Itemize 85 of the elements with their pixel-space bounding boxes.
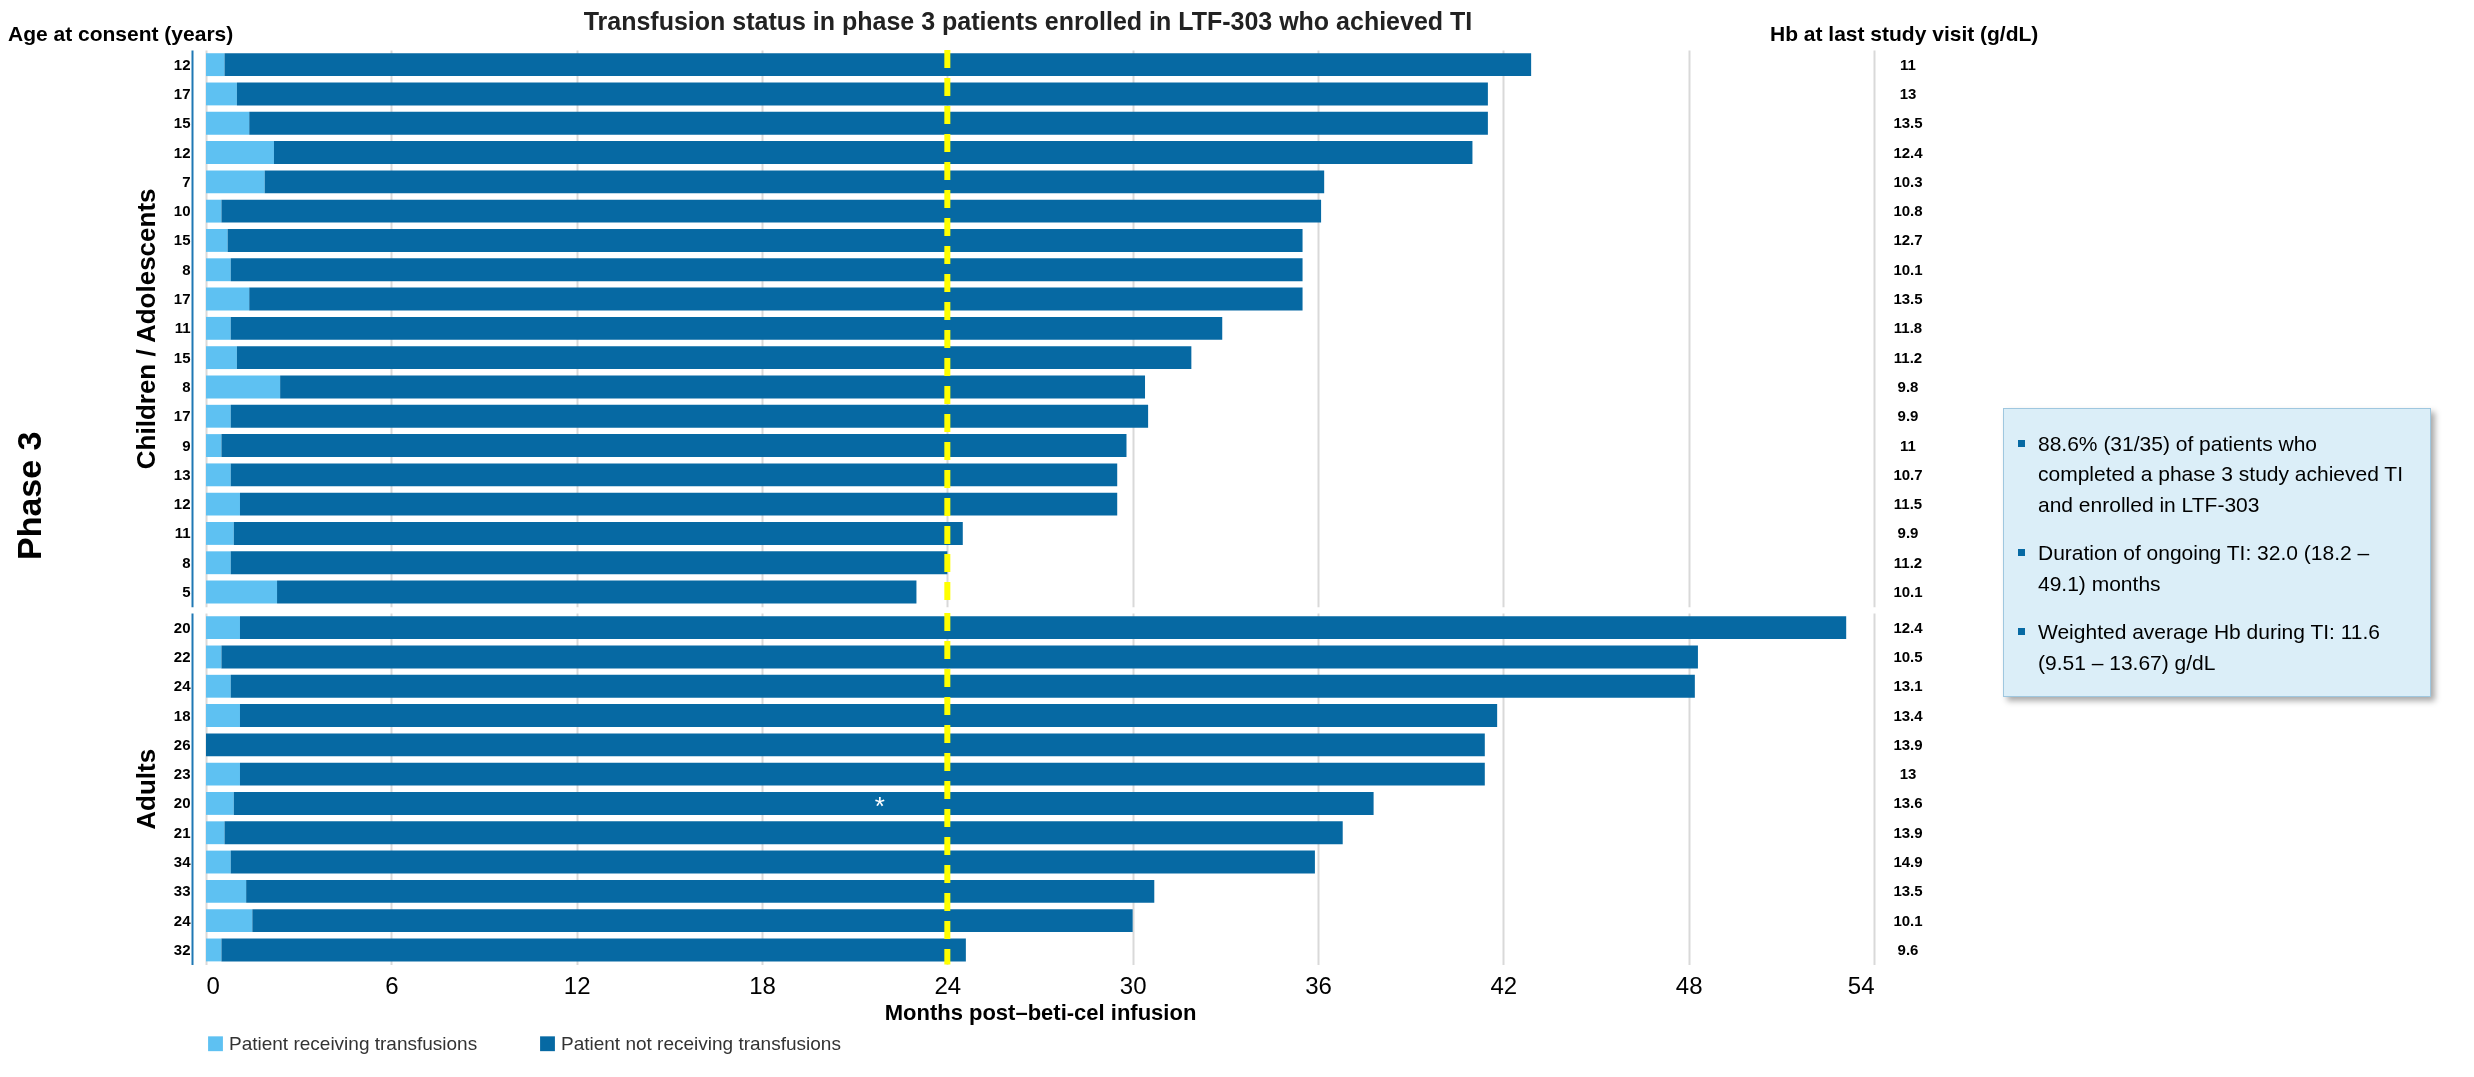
y-tick-label: 21 bbox=[173, 823, 191, 841]
y2-tick-label: 9.9 bbox=[1897, 407, 1919, 425]
y-tick-label: 17 bbox=[173, 407, 191, 425]
y-tick-label: 15 bbox=[173, 114, 191, 132]
y-tick-label: 5 bbox=[182, 583, 191, 601]
y2-tick-label: 12.7 bbox=[1893, 231, 1923, 249]
y-tick-label: 34 bbox=[173, 853, 192, 871]
y2-tick-label: 13 bbox=[1899, 765, 1917, 783]
text: Phase 3 bbox=[10, 431, 49, 560]
y-tick-label: 24 bbox=[173, 677, 192, 695]
y-tick-label: 33 bbox=[173, 882, 191, 900]
y2-tick-label: 12.4 bbox=[1893, 618, 1924, 636]
y2-tick-label: 10.1 bbox=[1893, 911, 1923, 929]
y-tick-label: 7 bbox=[182, 172, 191, 190]
y2-tick-label: 12.4 bbox=[1893, 143, 1924, 161]
y2-tick-label: 10.7 bbox=[1893, 465, 1923, 483]
y-tick-label: 20 bbox=[173, 794, 191, 812]
text: Weighted average Hb during TI: 11.6 (9.51 – 13.67) g/dL bbox=[2037, 619, 2382, 676]
y-tick-label: 8 bbox=[182, 377, 191, 395]
y-tick-label: 8 bbox=[182, 553, 191, 571]
y2-tick-label: 13.1 bbox=[1893, 677, 1923, 695]
y-tick-label: 32 bbox=[173, 940, 191, 958]
y2-tick-label: 10.1 bbox=[1893, 583, 1923, 601]
y-tick-label: 17 bbox=[173, 290, 191, 308]
y-tick-label: 8 bbox=[182, 260, 191, 278]
y-tick-label: 13 bbox=[173, 465, 191, 483]
y2-tick-label: 11 bbox=[1900, 55, 1916, 73]
x-axis-title: Months post–beti-cel infusion bbox=[884, 1000, 1197, 1026]
legend-label: Patient receiving transfusions bbox=[229, 1032, 478, 1054]
y2-tick-label: 11.8 bbox=[1893, 319, 1923, 337]
y2-tick-label: 9.9 bbox=[1897, 524, 1919, 542]
legend-label: Patient not receiving transfusions bbox=[561, 1032, 841, 1054]
y-tick-label: 12 bbox=[173, 55, 191, 73]
y2-tick-label: 13.5 bbox=[1893, 114, 1923, 132]
y2-tick-label: 13.5 bbox=[1893, 290, 1923, 308]
y2-tick-label: 11.5 bbox=[1893, 495, 1923, 513]
x-tick-label: 48 bbox=[1675, 972, 1703, 1000]
y-tick-label: 12 bbox=[173, 143, 191, 161]
y2-tick-label: 13.5 bbox=[1893, 882, 1923, 900]
annotation: * bbox=[874, 791, 885, 822]
y2-tick-label: 10.3 bbox=[1893, 172, 1923, 190]
x-tick-label: 42 bbox=[1490, 972, 1518, 1000]
y-tick-label: 24 bbox=[173, 911, 192, 929]
y-tick-label: 22 bbox=[173, 647, 191, 665]
x-tick-label: 54 bbox=[1847, 972, 1875, 1000]
x-tick-label: 30 bbox=[1119, 972, 1147, 1000]
text: 88.6% (31/35) of patients who completed a phase 3 study achieved TI and enrolled in LTF-303 bbox=[2037, 431, 2404, 518]
x-tick-label: 12 bbox=[563, 972, 591, 1000]
y-tick-label: 15 bbox=[173, 348, 191, 366]
y-tick-label: 17 bbox=[173, 84, 191, 102]
y2-tick-label: 11.2 bbox=[1893, 348, 1923, 366]
y-axis-title: Children / Adolescents bbox=[130, 188, 161, 470]
x-tick-label: 0 bbox=[206, 972, 220, 1000]
y-axis-title: Adults bbox=[130, 748, 161, 830]
y-tick-label: 23 bbox=[173, 765, 191, 783]
y-tick-label: 11 bbox=[174, 319, 191, 337]
y2-tick-label: 13.9 bbox=[1893, 735, 1923, 753]
y-tick-label: 12 bbox=[173, 495, 191, 513]
y2-tick-label: 11.2 bbox=[1893, 553, 1923, 571]
y-tick-label: 11 bbox=[174, 524, 191, 542]
x-tick-label: 18 bbox=[749, 972, 776, 1000]
x-tick-label: 6 bbox=[385, 972, 399, 1000]
text: Age at consent (years) bbox=[8, 22, 234, 46]
y2-tick-label: 13.9 bbox=[1893, 823, 1923, 841]
y2-tick-label: 9.8 bbox=[1897, 377, 1919, 395]
y-tick-label: 9 bbox=[182, 436, 191, 454]
y2-tick-label: 13 bbox=[1899, 84, 1917, 102]
text: Hb at last study visit (g/dL) bbox=[1770, 22, 2039, 46]
y-tick-label: 18 bbox=[173, 706, 191, 724]
y2-tick-label: 10.5 bbox=[1893, 647, 1923, 665]
y2-tick-label: 10.1 bbox=[1893, 260, 1923, 278]
y2-tick-label: 14.9 bbox=[1893, 853, 1923, 871]
y-tick-label: 26 bbox=[173, 735, 191, 753]
y-tick-label: 10 bbox=[173, 202, 191, 220]
y2-tick-label: 11 bbox=[1900, 436, 1916, 454]
y2-tick-label: 13.4 bbox=[1893, 706, 1924, 724]
chart-title: Transfusion status in phase 3 patients enrolled in LTF-303 who achieved TI bbox=[583, 7, 1473, 35]
y-tick-label: 20 bbox=[173, 618, 191, 636]
y-tick-label: 15 bbox=[173, 231, 191, 249]
y2-tick-label: 9.6 bbox=[1897, 940, 1919, 958]
x-tick-label: 24 bbox=[934, 972, 962, 1000]
x-tick-label: 36 bbox=[1305, 972, 1332, 1000]
y2-tick-label: 10.8 bbox=[1893, 202, 1923, 220]
text: Duration of ongoing TI: 32.0 (18.2 – 49.1) months bbox=[2037, 540, 2371, 597]
y2-tick-label: 13.6 bbox=[1893, 794, 1923, 812]
